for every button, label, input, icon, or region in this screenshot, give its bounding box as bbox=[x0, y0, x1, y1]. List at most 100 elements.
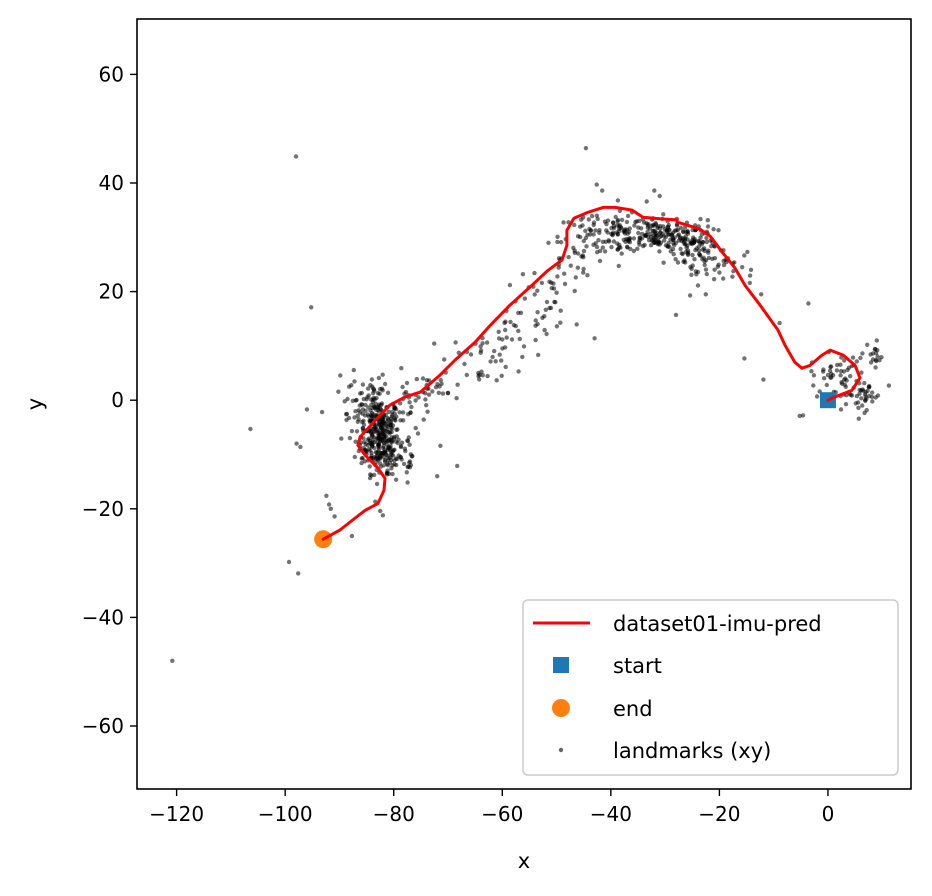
landmark-point bbox=[634, 219, 639, 224]
landmark-point bbox=[777, 320, 782, 326]
landmark-point bbox=[555, 239, 560, 245]
landmark-point bbox=[747, 273, 753, 278]
landmark-point bbox=[399, 440, 405, 445]
landmark-point bbox=[585, 273, 590, 278]
landmark-point bbox=[372, 397, 377, 402]
landmark-point bbox=[857, 387, 862, 393]
landmark-point bbox=[361, 445, 366, 451]
landmark-point bbox=[712, 267, 717, 272]
landmark-point bbox=[455, 382, 460, 387]
landmark-point bbox=[598, 248, 603, 254]
landmark-point bbox=[864, 408, 869, 413]
landmark-point bbox=[573, 275, 578, 280]
landmark-point bbox=[542, 327, 547, 333]
landmark-point bbox=[661, 260, 666, 265]
landmark-point bbox=[842, 358, 847, 363]
landmark-point bbox=[382, 381, 388, 387]
landmark-point bbox=[170, 658, 175, 663]
landmark-point bbox=[604, 228, 609, 233]
landmark-point bbox=[610, 220, 616, 225]
landmark-point bbox=[870, 390, 875, 395]
landmark-point bbox=[414, 376, 419, 382]
landmark-point bbox=[384, 472, 390, 477]
landmark-point bbox=[689, 272, 694, 277]
landmark-point bbox=[742, 356, 747, 361]
landmark-point bbox=[407, 400, 412, 405]
landmark-point bbox=[380, 431, 385, 437]
landmark-point bbox=[355, 419, 360, 424]
landmark-point bbox=[600, 188, 605, 193]
landmark-point bbox=[296, 571, 301, 576]
legend-dot-icon bbox=[558, 747, 564, 753]
landmark-point bbox=[462, 361, 467, 367]
landmark-point bbox=[865, 388, 870, 394]
landmark-point bbox=[648, 234, 654, 240]
landmark-point bbox=[356, 408, 361, 413]
landmark-point bbox=[680, 236, 685, 241]
landmark-point bbox=[558, 240, 564, 245]
landmark-point bbox=[413, 398, 418, 403]
landmark-point bbox=[797, 413, 802, 419]
landmark-point bbox=[342, 399, 347, 404]
landmark-point bbox=[687, 293, 693, 298]
landmark-point bbox=[415, 431, 421, 436]
landmark-point bbox=[615, 198, 621, 203]
landmark-point bbox=[615, 223, 620, 228]
landmark-point bbox=[704, 239, 709, 245]
landmark-point bbox=[376, 403, 381, 409]
landmark-point bbox=[742, 253, 747, 258]
landmark-point bbox=[370, 406, 375, 411]
landmark-point bbox=[464, 372, 469, 378]
landmark-point bbox=[875, 354, 880, 359]
landmark-point bbox=[309, 305, 314, 310]
landmark-point bbox=[640, 231, 645, 237]
landmark-point bbox=[632, 223, 637, 228]
landmark-point bbox=[838, 368, 844, 374]
landmark-point bbox=[376, 443, 382, 449]
landmark-point bbox=[662, 238, 667, 243]
landmark-point bbox=[591, 232, 596, 237]
landmark-point bbox=[607, 239, 612, 244]
landmark-point bbox=[625, 231, 630, 236]
landmark-point bbox=[503, 345, 508, 350]
landmark-point bbox=[572, 222, 577, 228]
landmark-point bbox=[369, 450, 374, 456]
landmark-point bbox=[711, 277, 717, 282]
landmark-point bbox=[390, 471, 395, 477]
landmark-point bbox=[602, 249, 608, 254]
landmark-point bbox=[705, 224, 711, 229]
landmark-point bbox=[454, 396, 459, 401]
landmark-point bbox=[556, 265, 561, 270]
landmark-point bbox=[595, 216, 600, 222]
landmark-point bbox=[704, 235, 709, 241]
legend-circle-icon bbox=[552, 699, 570, 717]
landmark-point bbox=[554, 324, 560, 329]
landmark-point bbox=[575, 265, 580, 270]
landmark-point bbox=[666, 232, 671, 237]
landmark-point bbox=[671, 252, 676, 257]
landmark-point bbox=[360, 407, 366, 412]
landmark-point bbox=[370, 456, 376, 461]
landmark-point bbox=[594, 244, 600, 250]
legend-label-trajectory: dataset01-imu-pred bbox=[613, 612, 822, 636]
landmark-point bbox=[543, 307, 548, 312]
landmark-point bbox=[384, 423, 389, 428]
landmark-point bbox=[424, 403, 429, 408]
landmark-point bbox=[539, 280, 545, 286]
legend: dataset01-imu-pred start end landmarks (… bbox=[522, 599, 899, 776]
landmark-point bbox=[652, 188, 657, 193]
landmark-point bbox=[711, 227, 716, 232]
landmark-point bbox=[856, 405, 861, 410]
landmark-point bbox=[698, 253, 703, 258]
landmark-point bbox=[361, 418, 366, 423]
landmark-point bbox=[555, 274, 560, 279]
landmark-point bbox=[535, 310, 540, 315]
landmark-point bbox=[690, 252, 695, 258]
landmark-point bbox=[503, 327, 508, 333]
landmark-point bbox=[438, 443, 443, 448]
landmark-point bbox=[703, 292, 708, 297]
landmark-point bbox=[584, 244, 589, 249]
landmark-point bbox=[627, 226, 632, 231]
landmark-point bbox=[430, 389, 435, 394]
landmark-point bbox=[626, 239, 631, 244]
